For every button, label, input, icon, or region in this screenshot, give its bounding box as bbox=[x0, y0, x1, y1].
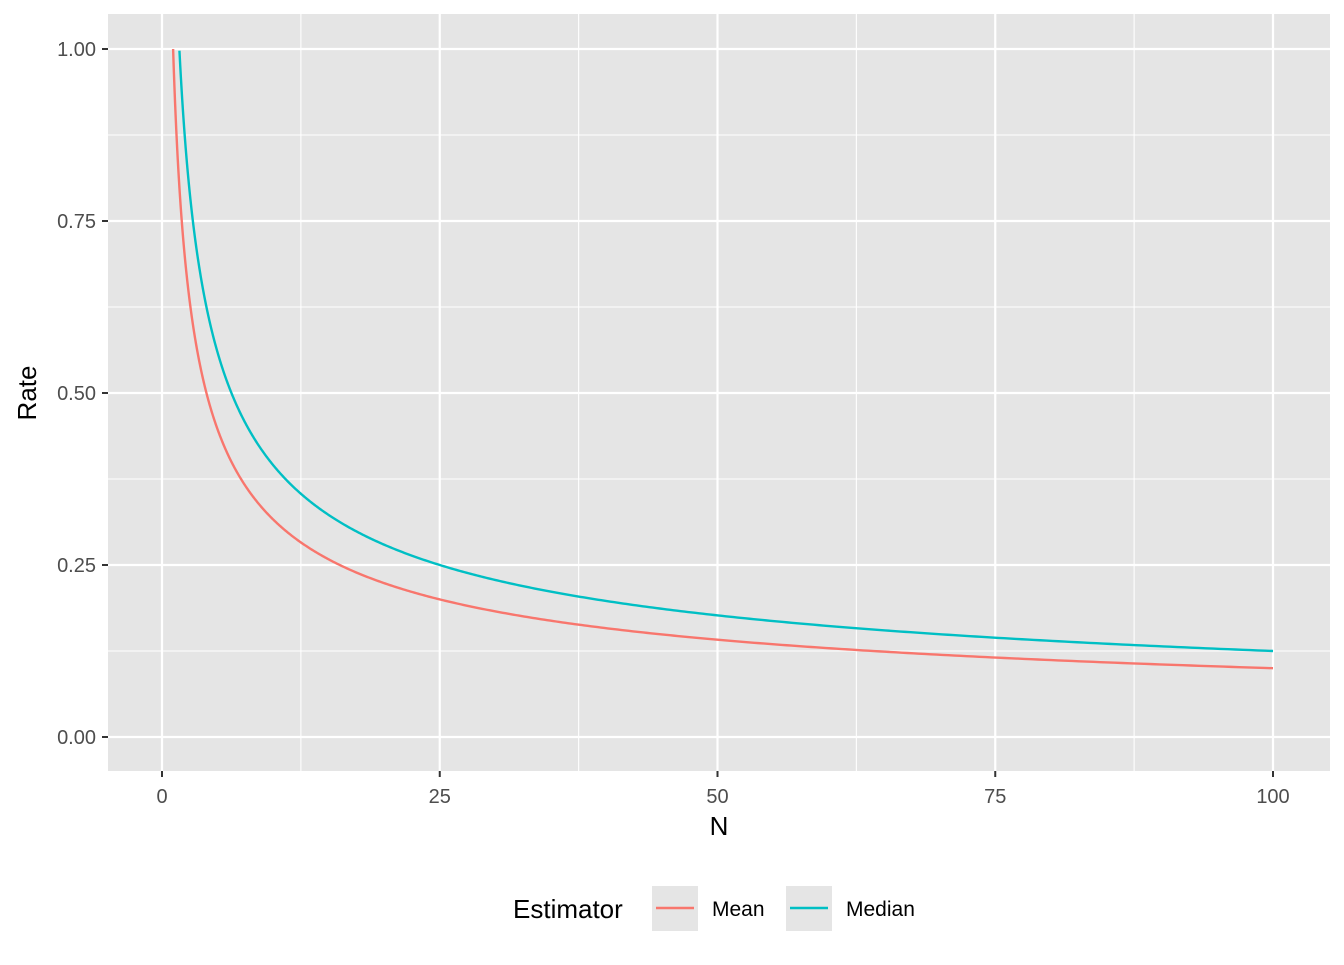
x-tick-label: 100 bbox=[1256, 786, 1289, 808]
x-tick-label: 75 bbox=[984, 786, 1006, 808]
y-tick-label: 0.00 bbox=[57, 727, 96, 749]
y-axis: 0.00 0.25 0.50 0.75 1.00 bbox=[57, 39, 108, 749]
y-tick-label: 0.25 bbox=[57, 555, 96, 577]
x-axis-label: N bbox=[710, 811, 729, 841]
series-line-median bbox=[178, 50, 1274, 653]
y-tick-label: 1.00 bbox=[57, 39, 96, 61]
y-tick-label: 0.50 bbox=[57, 383, 96, 405]
series-line-mean bbox=[171, 48, 1274, 670]
x-tick-label: 25 bbox=[429, 786, 451, 808]
y-axis-label: Rate bbox=[12, 366, 42, 421]
series-layer bbox=[171, 48, 1274, 670]
major-gridlines bbox=[108, 14, 1330, 771]
legend-label-mean: Mean bbox=[712, 898, 765, 921]
legend: Estimator Mean Median bbox=[513, 886, 915, 931]
x-tick-label: 0 bbox=[156, 786, 167, 808]
y-tick-label: 0.75 bbox=[57, 211, 96, 233]
legend-title: Estimator bbox=[513, 894, 623, 924]
legend-label-median: Median bbox=[846, 898, 915, 921]
x-axis: 0 25 50 75 100 bbox=[156, 771, 1290, 808]
x-tick-label: 50 bbox=[706, 786, 728, 808]
